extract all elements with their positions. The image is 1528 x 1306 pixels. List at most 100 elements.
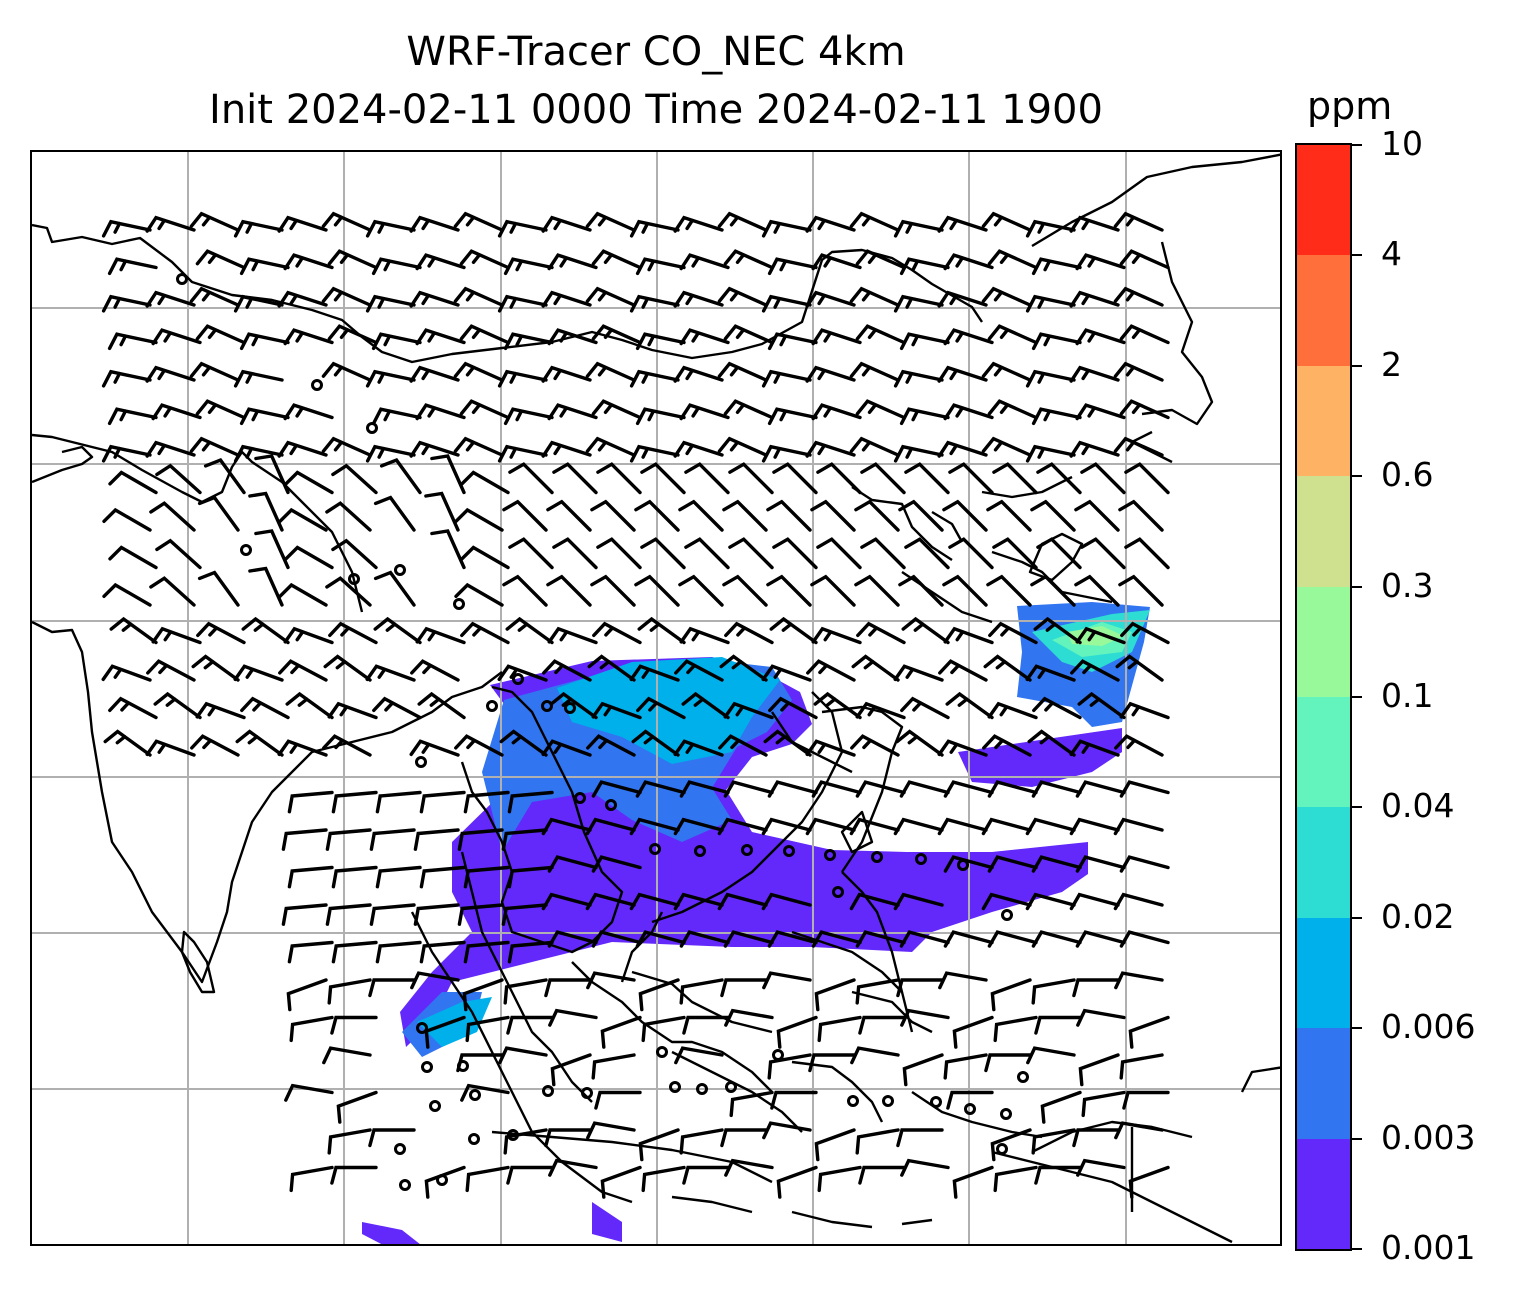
- wind-barb: [904, 462, 950, 495]
- wind-barb: [375, 865, 422, 889]
- wind-barb: [197, 570, 240, 607]
- calm-wind-circle: [564, 702, 576, 714]
- wind-barb: [373, 570, 416, 607]
- wind-barb: [855, 324, 906, 345]
- wind-barb: [769, 616, 818, 645]
- wind-barb: [1069, 440, 1120, 458]
- wind-barb: [679, 403, 730, 421]
- wind-barb: [155, 538, 202, 570]
- wind-barb: [981, 817, 1032, 836]
- wind-barb: [993, 1165, 1038, 1193]
- calm-wind-circle: [176, 273, 188, 285]
- wind-barb: [191, 654, 240, 682]
- wind-barb: [460, 545, 510, 570]
- wind-barb: [460, 1083, 510, 1102]
- wind-barb: [108, 545, 158, 570]
- wind-barb: [1080, 537, 1126, 570]
- wind-barb: [682, 1165, 730, 1185]
- wind-barb: [149, 501, 196, 532]
- wind-barb: [679, 780, 730, 798]
- wind-barb: [459, 324, 510, 345]
- wind-barb: [942, 574, 988, 607]
- wind-barb: [325, 903, 372, 926]
- wind-barb: [149, 576, 196, 607]
- wind-barb: [673, 215, 724, 233]
- wind-barb: [409, 215, 460, 233]
- wind-barb: [679, 978, 724, 1005]
- colorbar-tick-label: 4: [1381, 234, 1402, 274]
- wind-barb: [101, 369, 152, 388]
- wind-barb: [585, 892, 636, 911]
- wind-barb: [195, 324, 246, 345]
- wind-barb: [993, 1015, 1038, 1043]
- wind-barb: [409, 365, 460, 383]
- wind-barb: [772, 462, 818, 495]
- wind-barb: [724, 621, 774, 645]
- coastline: [32, 223, 983, 364]
- wind-barb: [805, 215, 856, 233]
- wind-barb: [501, 903, 548, 926]
- wind-barb: [629, 294, 680, 313]
- wind-barb: [596, 462, 642, 495]
- calm-wind-circle: [964, 1103, 976, 1115]
- wind-barb: [507, 790, 554, 814]
- wind-barb: [189, 286, 240, 307]
- wind-barb: [108, 470, 158, 495]
- wind-barb: [541, 290, 592, 308]
- wind-barb: [937, 817, 988, 836]
- wind-barb: [503, 1128, 548, 1155]
- wind-barb: [284, 545, 334, 570]
- wind-barb: [717, 211, 768, 232]
- wind-barb: [981, 892, 1032, 911]
- wind-barb: [283, 626, 334, 645]
- wind-barb: [196, 621, 246, 645]
- colorbar-units-label: ppm: [1307, 84, 1393, 128]
- wind-barb: [541, 739, 592, 757]
- wind-barb: [463, 790, 510, 814]
- wind-barb: [327, 978, 372, 1005]
- wind-barb: [1119, 324, 1170, 345]
- wind-barb: [151, 626, 202, 645]
- wind-barb: [453, 211, 504, 232]
- wind-barb: [678, 574, 724, 607]
- colorbar-segment: [1297, 1138, 1350, 1249]
- coastline: [931, 510, 964, 543]
- wind-barb: [816, 537, 862, 570]
- wind-barb: [544, 978, 592, 998]
- coastline: [651, 691, 844, 924]
- coastline: [1130, 430, 1173, 464]
- coastline: [851, 485, 953, 562]
- wind-barb: [770, 1090, 818, 1110]
- wind-barb: [281, 903, 328, 926]
- wind-barb: [987, 855, 1038, 873]
- wind-barb: [761, 817, 812, 836]
- wind-barb: [586, 1121, 636, 1140]
- wind-barb: [101, 294, 152, 313]
- wind-barb: [937, 215, 988, 233]
- calm-wind-circle: [772, 1049, 784, 1061]
- wind-barb: [722, 499, 768, 532]
- map-title-line-2: Init 2024-02-11 0000 Time 2024-02-11 190…: [209, 87, 1103, 133]
- wind-barb: [321, 211, 372, 232]
- calm-wind-circle: [311, 379, 323, 391]
- wind-barb: [981, 436, 1032, 457]
- wind-barb: [591, 701, 642, 720]
- colorbar-segment: [1297, 806, 1350, 918]
- wind-barb: [497, 369, 548, 388]
- coastline: [1031, 153, 1280, 248]
- wind-barb: [761, 294, 812, 313]
- wind-barb: [503, 257, 554, 276]
- wind-barb: [768, 696, 818, 720]
- colorbar-segment: [1297, 696, 1350, 808]
- wind-barb: [761, 444, 812, 463]
- gridlines-layer: [32, 152, 1280, 1244]
- wind-barb: [285, 691, 334, 720]
- wind-barb: [368, 978, 416, 998]
- wind-barb: [1075, 403, 1126, 421]
- wind-barb: [898, 574, 944, 607]
- wind-barb: [637, 616, 686, 645]
- tracer-concentration-area: [592, 1202, 622, 1242]
- calm-wind-circle: [741, 844, 753, 856]
- coastline: [410, 911, 633, 1204]
- wind-barb: [101, 219, 152, 238]
